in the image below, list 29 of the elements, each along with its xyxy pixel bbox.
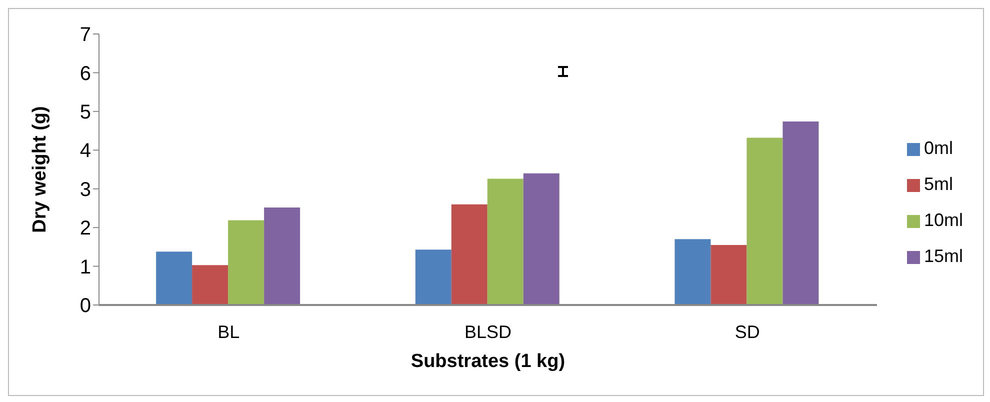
legend-label: 10ml bbox=[924, 210, 963, 230]
bar bbox=[228, 220, 264, 305]
bar bbox=[523, 173, 560, 305]
y-axis-title: Dry weight (g) bbox=[30, 106, 51, 233]
bar bbox=[415, 250, 452, 305]
legend-label: 5ml bbox=[924, 174, 953, 194]
y-tick-label: 4 bbox=[80, 140, 91, 162]
bar bbox=[487, 178, 524, 305]
bar bbox=[746, 138, 783, 305]
bar bbox=[782, 121, 819, 305]
legend-label: 0ml bbox=[924, 138, 953, 158]
legend-label: 15ml bbox=[924, 246, 963, 266]
y-tick-label: 1 bbox=[80, 256, 91, 278]
x-tick-label: BL bbox=[218, 322, 240, 342]
y-tick-label: 0 bbox=[80, 295, 91, 318]
bar bbox=[264, 207, 300, 305]
y-tick-label: 3 bbox=[80, 178, 91, 201]
bar bbox=[710, 244, 747, 305]
bar bbox=[674, 239, 711, 305]
y-tick-label: 2 bbox=[80, 218, 91, 240]
y-tick-label: 6 bbox=[80, 62, 91, 85]
x-tick-label: BLSD bbox=[464, 322, 512, 342]
bar bbox=[192, 265, 228, 305]
y-tick-label: 7 bbox=[80, 24, 91, 46]
bar bbox=[451, 204, 488, 305]
x-axis-title: Substrates (1 kg) bbox=[410, 351, 566, 372]
x-tick-label: SD bbox=[734, 322, 760, 342]
y-tick-label: 5 bbox=[80, 102, 91, 124]
bar bbox=[156, 252, 192, 305]
